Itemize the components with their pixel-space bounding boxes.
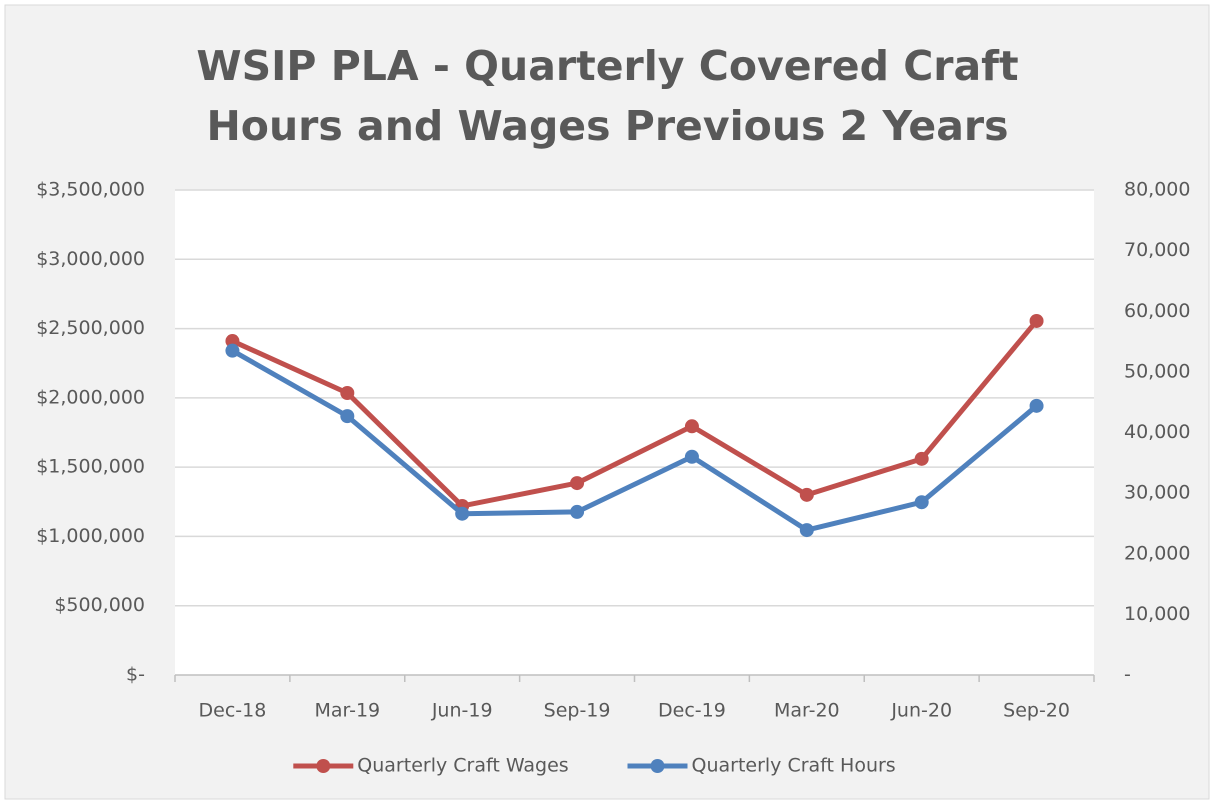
data-point xyxy=(225,343,240,358)
legend-marker xyxy=(650,759,665,773)
x-tick-label: Mar-19 xyxy=(314,700,380,722)
x-tick-label: Jun-19 xyxy=(431,700,493,722)
y-tick-label: $2,500,000 xyxy=(36,317,145,339)
series-line xyxy=(231,319,1039,509)
x-tick-label: Mar-20 xyxy=(774,700,840,722)
data-point xyxy=(684,449,699,464)
legend-label: Quarterly Craft Hours xyxy=(692,755,896,777)
data-point xyxy=(455,506,470,521)
data-point xyxy=(1029,398,1044,413)
y-tick-label: $- xyxy=(126,664,145,686)
y2-tick-label: 70,000 xyxy=(1124,239,1190,261)
data-point xyxy=(340,409,355,424)
data-point xyxy=(914,495,929,510)
x-tick-label: Sep-20 xyxy=(1003,700,1070,722)
y2-tick-label: - xyxy=(1124,664,1131,686)
data-point xyxy=(799,487,814,502)
y2-tick-label: 60,000 xyxy=(1124,300,1190,322)
y-tick-label: $2,000,000 xyxy=(36,386,145,408)
y-tick-label: $3,000,000 xyxy=(36,248,145,270)
data-point xyxy=(914,451,929,466)
x-tick-label: Dec-19 xyxy=(658,700,726,722)
x-tick-label: Sep-19 xyxy=(544,700,611,722)
y2-tick-label: 10,000 xyxy=(1124,603,1190,625)
data-point xyxy=(570,476,585,491)
chart-title: WSIP PLA - Quarterly Covered Craft Hours… xyxy=(196,42,1019,150)
y2-tick-label: 20,000 xyxy=(1124,542,1190,564)
data-point xyxy=(340,386,355,401)
x-tick-label: Jun-20 xyxy=(890,700,952,722)
series-line xyxy=(231,348,1039,533)
plot-area xyxy=(175,190,1094,675)
legend-marker xyxy=(316,759,331,773)
y-tick-label: $1,500,000 xyxy=(36,456,145,478)
y2-tick-label: 80,000 xyxy=(1124,179,1190,201)
y-tick-label: $3,500,000 xyxy=(36,179,145,201)
y-tick-label: $1,000,000 xyxy=(36,525,145,547)
data-point xyxy=(570,504,585,519)
data-point xyxy=(225,334,240,349)
y-tick-label: $500,000 xyxy=(54,594,145,616)
data-point xyxy=(684,419,699,434)
x-tick-label: Dec-18 xyxy=(199,700,267,722)
legend-label: Quarterly Craft Wages xyxy=(357,755,568,777)
data-point xyxy=(1029,313,1044,328)
y2-tick-label: 40,000 xyxy=(1124,421,1190,443)
data-point xyxy=(799,523,814,538)
y2-tick-label: 30,000 xyxy=(1124,482,1190,504)
y2-tick-label: 50,000 xyxy=(1124,360,1190,382)
